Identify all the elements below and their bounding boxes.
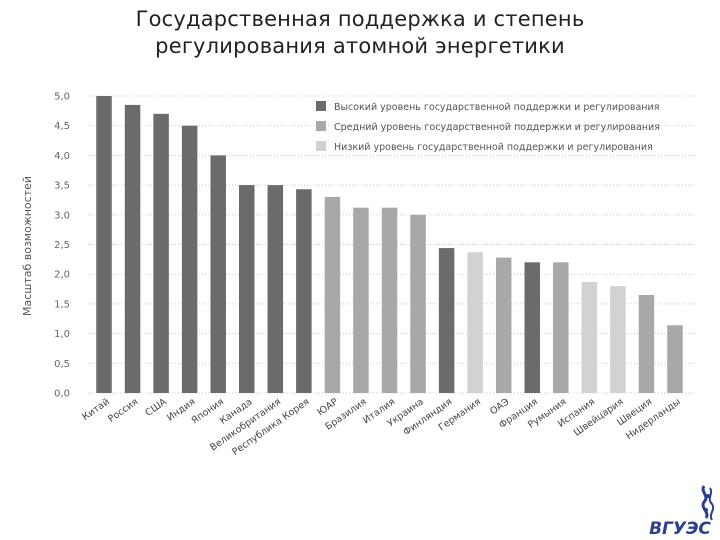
title-line-1: Государственная поддержка и степень [135,7,585,31]
bar [410,214,426,393]
bar [495,257,512,393]
y-tick-label: 2,5 [54,240,70,251]
bar [181,125,198,393]
y-tick-label: 1,0 [54,329,70,340]
y-tick-label: 0,0 [54,389,70,400]
x-category-label: Россия [106,396,140,424]
bar [267,185,284,393]
y-tick-labels: 0,0 0,5 1,0 1,5 2,0 2,5 3,0 3,5 4,0 4,5 5,0 [54,92,70,400]
bar [610,286,626,393]
bar [210,155,226,393]
bar [239,185,255,393]
bars [96,96,683,393]
slide-title: Государственная поддержка и степень регу… [0,6,720,60]
bar [153,113,169,393]
y-tick-label: 5,0 [54,92,70,103]
bar [438,248,455,393]
y-tick-label: 4,5 [54,121,70,132]
y-tick-label: 2,0 [54,270,70,281]
bar [381,207,398,393]
y-tick-label: 4,0 [54,151,70,162]
x-category-label: Китай [80,396,111,422]
y-tick-label: 0,5 [54,359,70,370]
title-line-2: регулирования атомной энергетики [155,34,565,58]
legend-label: Высокий уровень государственной поддержк… [334,102,659,113]
logo-text: ВГУЭС [649,519,711,539]
bar [296,189,312,393]
bar [467,252,483,393]
y-axis-label: Масштаб возможностей [21,176,34,316]
legend-label: Низкий уровень государственной поддержки… [334,142,653,153]
bar [96,96,112,393]
y-tick-label: 1,5 [54,299,70,310]
y-tick-label: 3,0 [54,210,70,221]
bar [524,262,540,393]
y-tick-label: 3,5 [54,181,70,192]
bar [353,207,369,393]
bar [638,294,655,393]
logo: ВГУЭС [649,485,715,539]
bar [553,262,569,393]
bar [581,281,598,393]
legend-swatch [316,141,326,151]
legend-label: Средний уровень государственной поддержк… [334,122,660,133]
bar [324,196,341,393]
bar [667,325,683,393]
legend-swatch [316,121,326,131]
bar [124,104,141,393]
legend-swatch [316,101,326,111]
logo-emblem-icon [701,485,715,521]
legend: Высокий уровень государственной поддержк… [316,101,660,153]
